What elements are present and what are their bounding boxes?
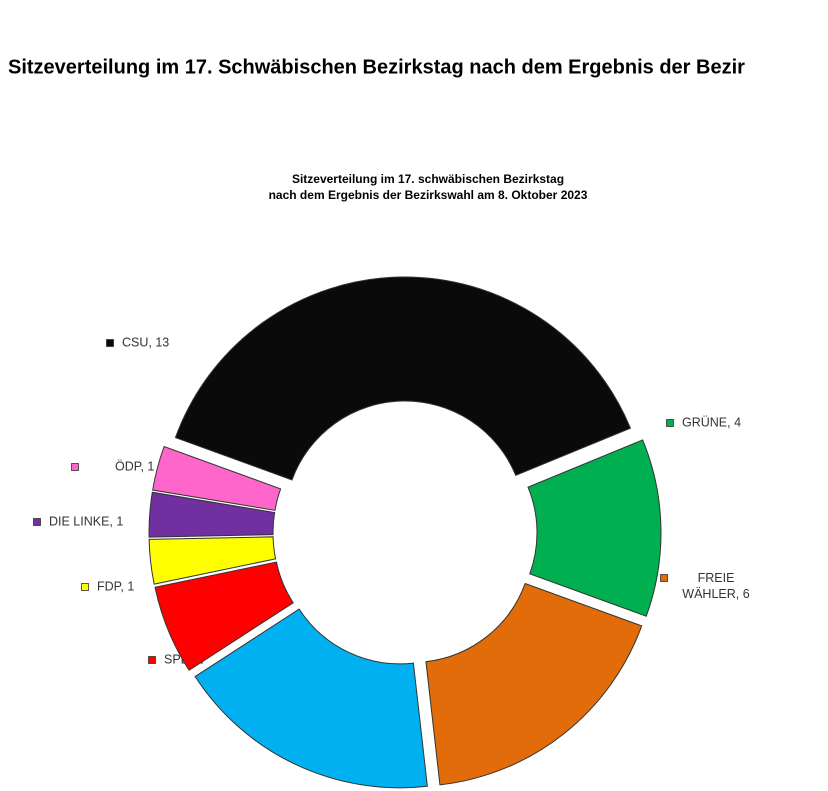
chart-title: Sitzeverteilung im 17. schwäbischen Bezi… — [292, 172, 564, 186]
legend-label: FDP, 1 — [97, 579, 134, 593]
legend-swatch — [71, 463, 79, 471]
donut-slice — [154, 561, 294, 671]
legend-swatch — [33, 518, 41, 526]
legend-label: GRÜNE, 4 — [682, 415, 741, 429]
donut-slice — [148, 536, 277, 585]
legend-label: ÖDP, 1 — [115, 459, 154, 473]
legend-swatch — [148, 656, 156, 664]
donut-slice — [425, 582, 643, 786]
legend-label: CSU, 13 — [122, 335, 169, 349]
legend-label: FREIE WÄHLER, 6 — [682, 571, 750, 601]
legend-swatch — [660, 574, 668, 582]
donut-slice — [174, 276, 632, 481]
donut-slice — [152, 445, 282, 511]
donut-slice — [148, 491, 276, 538]
donut-slice — [527, 439, 662, 617]
page-title: Sitzeverteilung im 17. Schwäbischen Bezi… — [8, 56, 745, 78]
legend-swatch — [106, 339, 114, 347]
legend-swatch — [81, 583, 89, 591]
legend-swatch — [666, 419, 674, 427]
legend-label: DIE LINKE, 1 — [49, 514, 123, 528]
chart-subtitle: nach dem Ergebnis der Bezirkswahl am 8. … — [269, 188, 588, 202]
donut-slice — [194, 608, 428, 789]
